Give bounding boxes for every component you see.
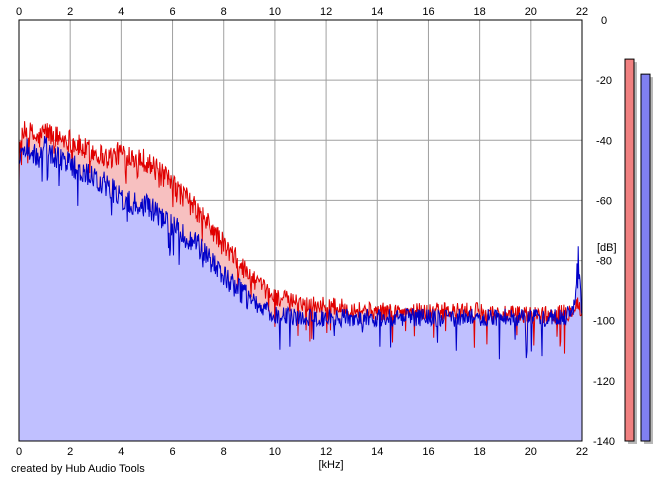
x-tick-label: 18 bbox=[474, 446, 486, 458]
x-tick-label: 18 bbox=[474, 6, 486, 18]
x-tick-label: 10 bbox=[269, 446, 281, 458]
level-meter-1 bbox=[624, 58, 635, 442]
y-tick-label: -80 bbox=[596, 256, 612, 268]
x-axis-label: [kHz] bbox=[318, 459, 343, 471]
spectrum-lines bbox=[18, 121, 583, 360]
y-tick-label: -140 bbox=[593, 436, 615, 448]
x-tick-label: 14 bbox=[371, 6, 383, 18]
x-tick-label: 16 bbox=[422, 6, 434, 18]
x-tick-label: 12 bbox=[320, 446, 332, 458]
level-meters bbox=[624, 58, 653, 444]
y-tick-label: -40 bbox=[596, 135, 612, 147]
y-tick-label: -20 bbox=[596, 75, 612, 87]
plot-border bbox=[18, 19, 583, 442]
y-axis-label: [dB] bbox=[597, 242, 617, 254]
y-tick-labels: 0 -20 -40 -60 -80 -100 -120 -140 bbox=[593, 15, 615, 448]
x-tick-label: 2 bbox=[67, 446, 73, 458]
x-tick-label: 20 bbox=[525, 446, 537, 458]
x-tick-label: 4 bbox=[118, 6, 124, 18]
x-tick-label: 12 bbox=[320, 6, 332, 18]
x-tick-label: 8 bbox=[221, 446, 227, 458]
y-tick-label: -100 bbox=[593, 316, 615, 328]
x-tick-label: 6 bbox=[169, 446, 175, 458]
level-meter-2 bbox=[640, 73, 651, 442]
x-tick-label: 0 bbox=[16, 446, 22, 458]
series-line-2 bbox=[18, 135, 583, 360]
x-tick-label: 20 bbox=[525, 6, 537, 18]
x-tick-labels-bottom: 0 2 4 6 8 10 12 14 16 18 20 22 bbox=[16, 446, 588, 458]
x-tick-label: 4 bbox=[118, 446, 124, 458]
x-tick-label: 14 bbox=[371, 446, 383, 458]
credit-text: created by Hub Audio Tools bbox=[11, 463, 145, 475]
y-tick-label: -120 bbox=[593, 376, 615, 388]
y-tick-label: -60 bbox=[596, 195, 612, 207]
x-tick-label: 0 bbox=[16, 6, 22, 18]
x-tick-label: 16 bbox=[422, 446, 434, 458]
x-tick-label: 2 bbox=[67, 6, 73, 18]
x-tick-labels-top: 0 2 4 6 8 10 12 14 16 18 20 22 bbox=[16, 6, 588, 18]
y-tick-label: 0 bbox=[601, 15, 607, 27]
x-tick-label: 22 bbox=[576, 446, 588, 458]
x-tick-label: 10 bbox=[269, 6, 281, 18]
x-tick-label: 8 bbox=[221, 6, 227, 18]
x-tick-label: 6 bbox=[169, 6, 175, 18]
x-tick-label: 22 bbox=[576, 6, 588, 18]
